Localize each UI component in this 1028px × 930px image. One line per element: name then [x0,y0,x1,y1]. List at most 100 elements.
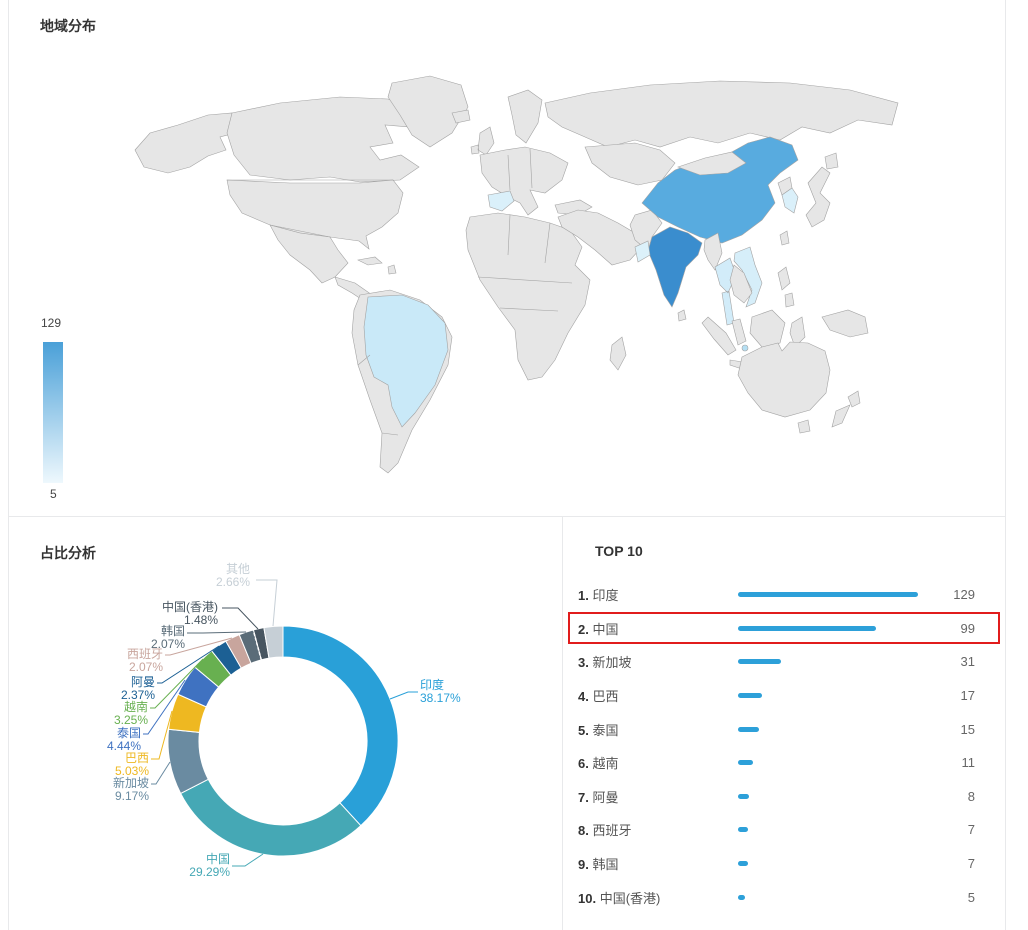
pie-label-hongkong: 中国(香港) 1.48% [162,600,218,627]
row-highlight-box [568,612,1000,644]
row-country-name: 韩国 [592,857,619,873]
pie-label-oman: 阿曼 2.37% [120,675,155,702]
map-spain[interactable] [487,190,515,212]
row-country-name: 印度 [592,588,619,604]
map-central-asia [584,142,676,186]
row-country-name: 西班牙 [592,823,632,839]
map-tasmania [797,419,811,434]
top10-panel: TOP 10 1. 印度 129 2. 中国 99 3. 新加坡 31 4. 巴… [562,516,1006,930]
map-china[interactable] [641,136,799,244]
map-laos-cambodia [729,264,753,304]
row-rank: 1. [578,588,589,604]
donut-chart[interactable] [8,516,562,930]
pie-leader-oman [157,645,220,684]
top10-row: 9. 韩国 7 [562,847,1006,881]
row-value: 5 [967,889,975,905]
top10-row: 5. 泰国 15 [562,712,1006,746]
map-australia [737,341,831,418]
map-vietnam[interactable] [733,246,763,308]
pie-leader-hongkong [222,607,259,630]
row-value-bar[interactable] [738,693,762,699]
row-value: 7 [967,822,975,838]
row-rank: 3. [578,655,589,671]
map-borneo [749,309,786,348]
row-value-bar[interactable] [738,793,750,799]
top10-list: 1. 印度 129 2. 中国 99 3. 新加坡 31 4. 巴西 17 5.… [562,578,1006,914]
map-india[interactable] [647,226,703,308]
row-value-bar[interactable] [738,827,748,833]
top10-row: 6. 越南 11 [562,746,1006,780]
map-malaysia [731,318,747,346]
row-rank: 9. [578,857,589,873]
row-value-bar[interactable] [738,625,877,631]
region-distribution-panel: 地域分布 [8,0,1006,516]
pie-label-korea: 韩国 2.07% [150,624,185,651]
row-country-name: 阿曼 [592,789,619,805]
pie-label-thailand: 泰国 4.44% [106,726,141,753]
row-value-bar[interactable] [738,760,754,766]
pie-panel-title: 占比分析 [40,545,96,561]
top10-row: 7. 阿曼 8 [562,780,1006,814]
map-sulawesi [789,316,806,348]
pie-label-others: 其他 2.66% [215,562,250,589]
row-value-bar[interactable] [738,894,745,900]
card-border-right [1005,0,1006,930]
map-scandinavia [507,89,543,144]
map-africa [465,212,591,381]
pie-leader-thailand [143,679,186,735]
row-country-name: 新加坡 [592,655,632,671]
pie-leader-singapore [151,761,171,785]
row-value-bar[interactable] [738,659,782,665]
top10-row: 10. 中国(香港) 5 [562,880,1006,914]
pie-label-singapore: 新加坡 9.17% [112,776,149,803]
map-canada [226,96,420,183]
map-greenland [387,75,469,148]
top10-row: 2. 中国 99 [562,612,1006,646]
map-alaska [134,112,236,174]
top10-row: 1. 印度 129 [562,578,1006,612]
map-south-korea[interactable] [781,187,799,214]
row-value: 8 [967,788,975,804]
row-value-bar[interactable] [738,861,748,867]
row-rank: 4. [578,689,589,705]
map-legend-min: 5 [50,487,57,501]
map-borders-africa [477,214,573,312]
map-russia [544,80,899,148]
row-country-name: 巴西 [592,689,619,705]
row-rank: 5. [578,722,589,738]
map-philippines [777,266,795,308]
row-country-name: 中国 [592,621,619,637]
row-value: 11 [961,755,976,771]
world-choropleth-map[interactable] [130,55,900,505]
pie-leader-others [256,579,278,627]
row-value: 31 [960,654,975,670]
panel-divider-vertical [562,517,563,930]
row-value-bar[interactable] [738,726,759,732]
pie-label-china: 中国 29.29% [189,852,230,879]
top10-title: TOP 10 [595,543,643,559]
map-singapore[interactable] [741,344,749,352]
map-legend-max: 129 [41,316,62,330]
pie-slice-0[interactable] [282,625,399,827]
pie-leader-india [389,691,418,700]
pie-label-india: 印度 38.17% [420,678,461,705]
region-panel-title: 地域分布 [40,18,96,34]
map-legend-gradient[interactable] [43,342,63,483]
row-country-name: 泰国 [592,722,619,738]
pie-leader-vietnam [150,658,204,709]
row-country-name: 越南 [592,756,619,772]
row-value-bar[interactable] [738,592,918,598]
pie-slice-10[interactable] [263,625,284,659]
pie-slice-1[interactable] [179,778,362,857]
map-borders-samerica [357,354,399,436]
map-oman[interactable] [634,240,651,263]
map-uk [470,126,495,156]
row-value: 129 [953,587,975,603]
map-madagascar [609,336,627,371]
map-mongolia [677,151,747,176]
top10-row: 4. 巴西 17 [562,679,1006,713]
slice-dashed-divider [252,629,263,661]
map-brazil[interactable] [363,294,449,428]
row-rank: 10. [578,890,597,906]
top10-row: 8. 西班牙 7 [562,813,1006,847]
